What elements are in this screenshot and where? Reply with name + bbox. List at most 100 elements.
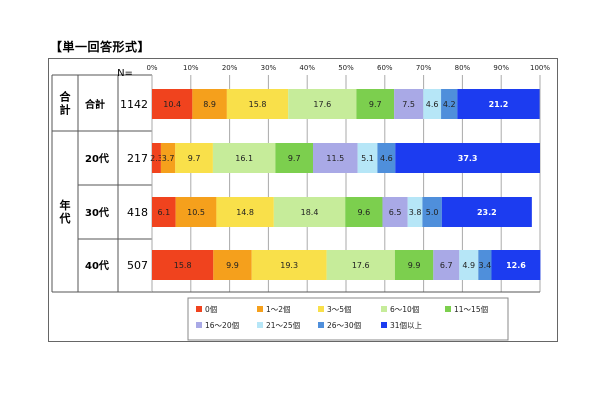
x-tick-label: 40% (299, 64, 315, 72)
bar-segment (394, 250, 434, 280)
legend-label: 6～10個 (390, 304, 419, 314)
legend-swatch (318, 322, 324, 328)
legend-label: 21～25個 (266, 320, 300, 330)
category-label: 40代 (85, 259, 109, 272)
legend-label: 0個 (205, 304, 217, 314)
bar-segment (212, 143, 276, 173)
legend-label: 26～30個 (327, 320, 361, 330)
bar-segment (152, 143, 161, 173)
data-label: 4.6 (380, 154, 393, 163)
bar-segment (152, 197, 176, 227)
category-label: 合計 (84, 98, 105, 111)
data-label: 11.5 (326, 154, 344, 163)
bar-segment (433, 250, 460, 280)
legend-swatch (196, 306, 202, 312)
data-label: 6.5 (389, 208, 402, 217)
legend-label: 11～15個 (454, 304, 488, 314)
x-tick-label: 20% (222, 64, 238, 72)
bar-segment (275, 143, 314, 173)
bar-segment (152, 250, 214, 280)
legend-swatch (196, 322, 202, 328)
group-label: 合計 (60, 90, 72, 117)
legend-label: 16～20個 (205, 320, 239, 330)
bar-segment (226, 89, 289, 119)
data-label: 10.5 (187, 208, 205, 217)
data-label: 9.6 (357, 208, 370, 217)
bar-segment (213, 250, 252, 280)
bar-segment (423, 89, 442, 119)
legend-swatch (318, 306, 324, 312)
bar-segment (422, 197, 442, 227)
x-tick-label: 80% (455, 64, 471, 72)
x-tick-label: 50% (338, 64, 354, 72)
legend-swatch (257, 322, 263, 328)
data-label: 15.8 (174, 261, 192, 270)
bar-segment (377, 143, 396, 173)
bar-segment (407, 197, 423, 227)
n-value: 507 (127, 259, 148, 272)
bar-segment (382, 197, 408, 227)
data-label: 9.9 (226, 261, 239, 270)
data-label: 3.8 (409, 208, 422, 217)
data-label: 9.7 (188, 154, 201, 163)
legend-swatch (381, 322, 387, 328)
bar-segment (441, 197, 532, 227)
bar-segment (175, 143, 213, 173)
data-label: 8.9 (203, 100, 216, 109)
data-label: 12.6 (506, 261, 526, 270)
bar-segment (288, 89, 357, 119)
bar-segment (357, 143, 378, 173)
x-tick-label: 30% (261, 64, 277, 72)
bar-segment (160, 143, 176, 173)
bar-segment (273, 197, 346, 227)
data-label: 14.8 (236, 208, 254, 217)
data-label: 5.1 (361, 154, 374, 163)
legend-label: 1～2個 (266, 304, 291, 314)
category-label: 30代 (85, 206, 109, 219)
n-header: N= (117, 68, 133, 79)
data-label: 17.6 (313, 100, 331, 109)
x-tick-label: 100% (530, 64, 550, 72)
legend-swatch (257, 306, 263, 312)
bar-segment (457, 89, 540, 119)
bar-segment (326, 250, 395, 280)
bar-segment (175, 197, 217, 227)
data-label: 18.4 (301, 208, 319, 217)
legend-swatch (381, 306, 387, 312)
data-label: 10.4 (163, 100, 181, 109)
data-label: 17.6 (352, 261, 370, 270)
data-label: 37.3 (458, 154, 478, 163)
x-tick-label: 10% (183, 64, 199, 72)
bar-segment (478, 250, 492, 280)
legend-label: 3～5個 (327, 304, 352, 314)
n-value: 1142 (120, 98, 148, 111)
bar-segment (345, 197, 383, 227)
data-label: 16.1 (235, 154, 253, 163)
bar-segment (251, 250, 327, 280)
data-label: 4.2 (443, 100, 456, 109)
bar-segment (441, 89, 458, 119)
data-label: 4.9 (462, 261, 475, 270)
category-label: 20代 (85, 152, 109, 165)
x-tick-label: 0% (146, 64, 157, 72)
data-label: 4.6 (426, 100, 439, 109)
data-label: 23.2 (477, 208, 497, 217)
bar-segment (216, 197, 274, 227)
legend-swatch (445, 306, 451, 312)
bar-segment (459, 250, 479, 280)
data-label: 5.0 (426, 208, 439, 217)
bar-segment (491, 250, 541, 280)
bar-segment (395, 143, 540, 173)
group-label: 年代 (59, 198, 71, 225)
data-label: 19.3 (280, 261, 298, 270)
legend-label: 31個以上 (390, 320, 423, 330)
bar-segment (394, 89, 424, 119)
x-tick-label: 90% (493, 64, 509, 72)
data-label: 21.2 (489, 100, 509, 109)
data-label: 9.7 (288, 154, 301, 163)
data-label: 9.7 (369, 100, 382, 109)
bar-segment (192, 89, 227, 119)
data-label: 2.3 (150, 154, 163, 163)
data-label: 3.7 (162, 154, 175, 163)
